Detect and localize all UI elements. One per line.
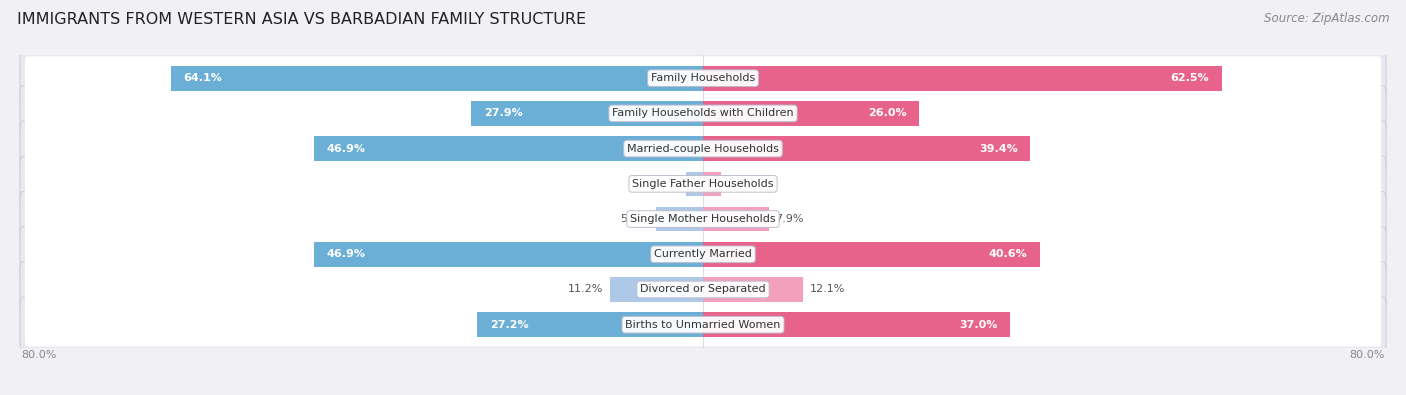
Text: 64.1%: 64.1% <box>183 73 222 83</box>
FancyBboxPatch shape <box>25 197 1381 241</box>
Bar <box>314 136 703 161</box>
Text: 26.0%: 26.0% <box>868 108 907 118</box>
FancyBboxPatch shape <box>20 227 1386 282</box>
FancyBboxPatch shape <box>25 56 1381 100</box>
FancyBboxPatch shape <box>25 303 1381 346</box>
FancyBboxPatch shape <box>25 162 1381 206</box>
Bar <box>314 242 703 267</box>
FancyBboxPatch shape <box>20 51 1386 105</box>
Text: Single Father Households: Single Father Households <box>633 179 773 189</box>
Bar <box>703 207 769 231</box>
Text: 7.9%: 7.9% <box>775 214 804 224</box>
Bar <box>686 171 703 196</box>
Text: IMMIGRANTS FROM WESTERN ASIA VS BARBADIAN FAMILY STRUCTURE: IMMIGRANTS FROM WESTERN ASIA VS BARBADIA… <box>17 12 586 27</box>
Text: Births to Unmarried Women: Births to Unmarried Women <box>626 320 780 330</box>
Bar <box>703 136 1031 161</box>
FancyBboxPatch shape <box>25 92 1381 135</box>
Bar <box>655 207 703 231</box>
Text: Currently Married: Currently Married <box>654 249 752 259</box>
Text: 46.9%: 46.9% <box>326 249 366 259</box>
Text: Married-couple Households: Married-couple Households <box>627 144 779 154</box>
Bar <box>703 171 721 196</box>
Text: Family Households: Family Households <box>651 73 755 83</box>
Text: 5.7%: 5.7% <box>620 214 650 224</box>
Bar <box>471 101 703 126</box>
FancyBboxPatch shape <box>20 297 1386 352</box>
Text: Divorced or Separated: Divorced or Separated <box>640 284 766 295</box>
Text: 12.1%: 12.1% <box>810 284 845 295</box>
FancyBboxPatch shape <box>20 156 1386 211</box>
Text: 2.1%: 2.1% <box>651 179 679 189</box>
FancyBboxPatch shape <box>20 262 1386 317</box>
Text: Source: ZipAtlas.com: Source: ZipAtlas.com <box>1264 12 1389 25</box>
Text: 46.9%: 46.9% <box>326 144 366 154</box>
FancyBboxPatch shape <box>25 232 1381 276</box>
Text: 27.2%: 27.2% <box>489 320 529 330</box>
Bar <box>703 312 1010 337</box>
Bar <box>703 101 918 126</box>
Text: 40.6%: 40.6% <box>988 249 1028 259</box>
Bar <box>703 277 803 302</box>
Text: 62.5%: 62.5% <box>1171 73 1209 83</box>
FancyBboxPatch shape <box>25 268 1381 311</box>
Bar <box>477 312 703 337</box>
Text: 27.9%: 27.9% <box>484 108 523 118</box>
Bar <box>703 66 1222 90</box>
Text: 11.2%: 11.2% <box>568 284 603 295</box>
Text: 37.0%: 37.0% <box>959 320 998 330</box>
FancyBboxPatch shape <box>20 192 1386 246</box>
Text: 2.2%: 2.2% <box>728 179 756 189</box>
FancyBboxPatch shape <box>20 86 1386 141</box>
Bar <box>703 242 1040 267</box>
Bar <box>172 66 703 90</box>
FancyBboxPatch shape <box>25 127 1381 171</box>
Text: Single Mother Households: Single Mother Households <box>630 214 776 224</box>
Text: 39.4%: 39.4% <box>979 144 1018 154</box>
Text: Family Households with Children: Family Households with Children <box>612 108 794 118</box>
FancyBboxPatch shape <box>20 121 1386 176</box>
Bar <box>610 277 703 302</box>
